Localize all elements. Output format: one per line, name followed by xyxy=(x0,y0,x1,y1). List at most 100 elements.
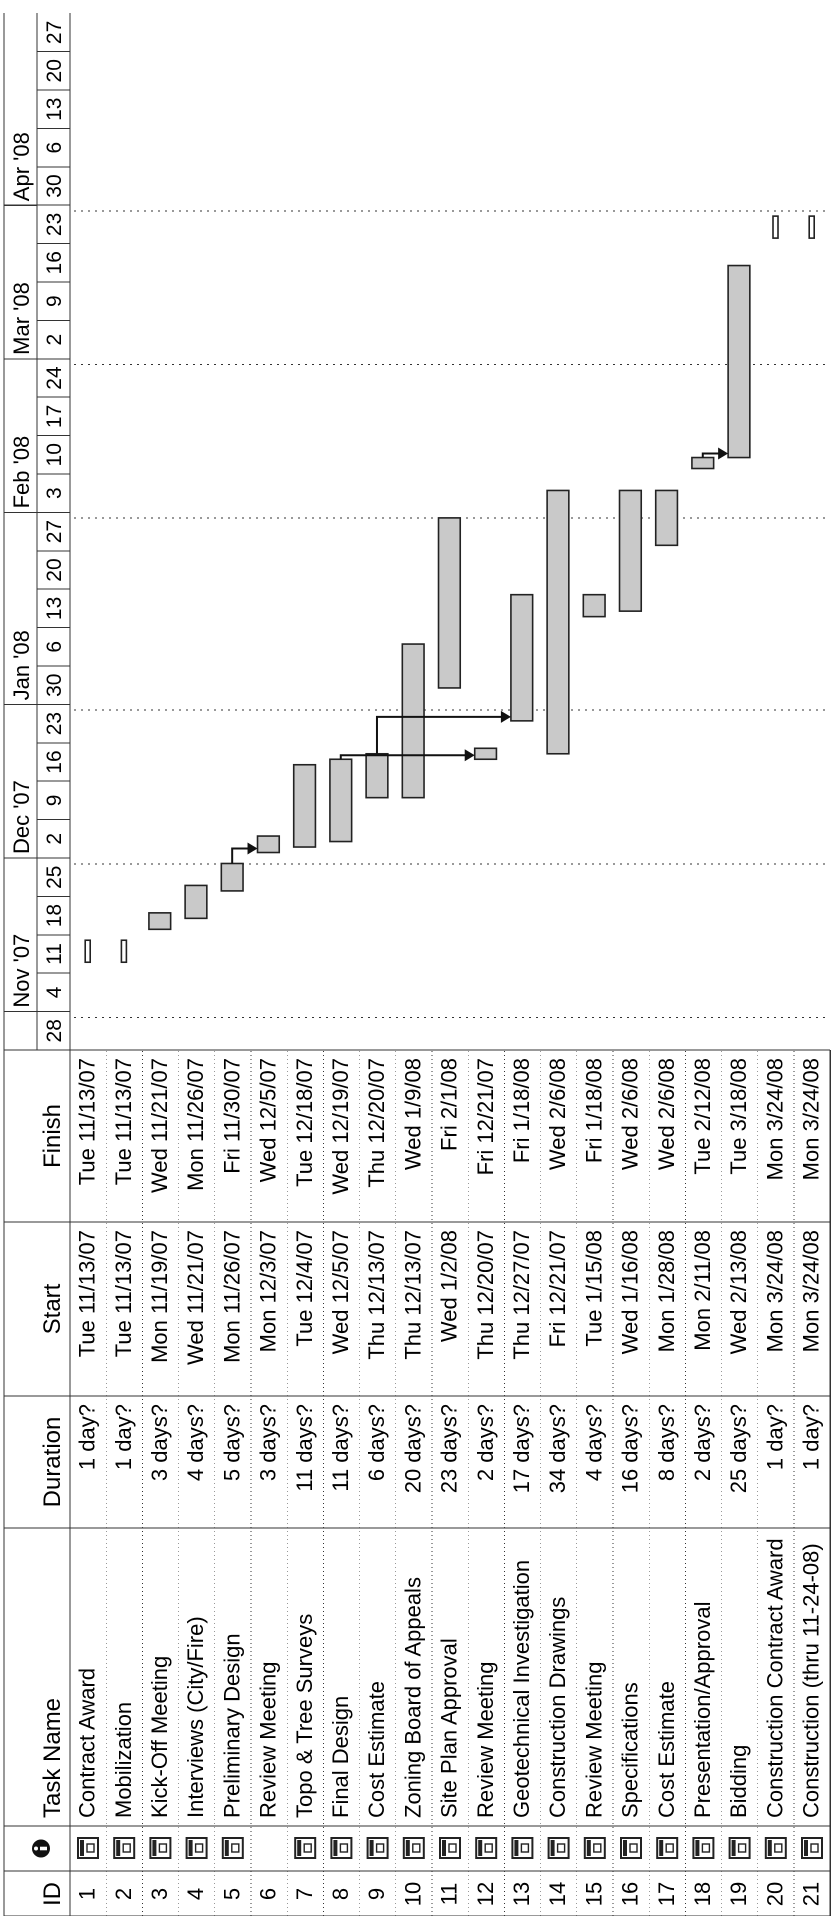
task-finish: Tue 3/18/08 xyxy=(726,1058,751,1175)
task-duration: 17 days? xyxy=(509,1404,534,1493)
table-row: 9 Cost Estimate 6 days? Thu 12/13/07 Thu 12/… xyxy=(364,1058,389,1900)
timeline-week-label: 20 xyxy=(43,558,66,581)
task-name: Contract Award xyxy=(75,1668,100,1818)
task-id: 17 xyxy=(654,1882,679,1906)
task-id: 8 xyxy=(328,1888,353,1900)
task-duration: 1 day? xyxy=(799,1404,824,1470)
task-finish: Wed 12/19/07 xyxy=(328,1058,353,1195)
task-start: Wed 1/16/08 xyxy=(618,1230,643,1354)
gantt-bar xyxy=(329,758,353,843)
task-name: Mobilization xyxy=(111,1702,136,1818)
timeline-week-label: 16 xyxy=(43,750,66,773)
task-name: Bidding xyxy=(726,1745,751,1818)
header-id: ID xyxy=(39,1882,66,1906)
task-duration: 20 days? xyxy=(400,1404,425,1493)
task-start: Thu 12/20/07 xyxy=(473,1230,498,1360)
gantt-bar xyxy=(727,264,751,459)
task-start: Wed 1/2/08 xyxy=(437,1230,462,1342)
task-duration: 3 days? xyxy=(256,1404,281,1481)
task-id: 12 xyxy=(473,1882,498,1906)
calendar-task-icon xyxy=(692,1837,715,1859)
gantt-bar xyxy=(510,593,534,722)
table-row: 3 Kick-Off Meeting 3 days? Mon 11/19/07 Wed … xyxy=(147,1058,172,1900)
task-id: 11 xyxy=(437,1883,462,1906)
calendar-task-icon xyxy=(149,1837,172,1859)
table-row: 14 Construction Drawings 34 days? Fri 12/21… xyxy=(545,1058,570,1906)
task-finish: Wed 2/6/08 xyxy=(618,1058,643,1170)
timeline-week-label: 18 xyxy=(43,904,66,927)
task-duration: 3 days? xyxy=(147,1404,172,1481)
task-duration: 6 days? xyxy=(364,1404,389,1481)
timeline-month-label: Dec '07 xyxy=(9,780,34,854)
task-name: Review Meeting xyxy=(581,1661,606,1818)
task-name: Presentation/Approval xyxy=(690,1602,715,1818)
header-task-name: Task Name xyxy=(39,1698,66,1818)
table-row: 16 Specifications 16 days? Wed 1/16/08 Wed 2… xyxy=(618,1058,643,1906)
task-name: Review Meeting xyxy=(256,1661,281,1818)
gantt-bar xyxy=(401,643,425,799)
timeline-week-label: 16 xyxy=(43,251,66,274)
timeline-week-label: 30 xyxy=(43,174,66,197)
dependency-link xyxy=(339,754,469,760)
task-start: Mon 12/3/07 xyxy=(256,1230,281,1352)
table-row: 18 Presentation/Approval 2 days? Mon 2/11/0… xyxy=(690,1058,715,1906)
task-id: 7 xyxy=(292,1888,317,1900)
timeline-week-label: 9 xyxy=(43,295,66,307)
timeline-week-label: 2 xyxy=(43,334,66,346)
task-name: Site Plan Approval xyxy=(437,1638,462,1818)
timeline-week-label: 24 xyxy=(43,366,66,390)
table-row: 7 Topo & Tree Surveys 11 days? Tue 12/4/07 T… xyxy=(292,1058,317,1900)
task-id: 21 xyxy=(799,1882,824,1906)
calendar-task-icon xyxy=(294,1837,317,1859)
task-start: Mon 3/24/08 xyxy=(762,1230,787,1352)
calendar-task-icon xyxy=(475,1837,498,1859)
timeline-week-label: 4 xyxy=(43,986,66,998)
task-duration: 16 days? xyxy=(618,1404,643,1493)
task-start: Tue 1/15/08 xyxy=(581,1230,606,1347)
task-finish: Wed 2/6/08 xyxy=(654,1058,679,1170)
task-name: Review Meeting xyxy=(473,1661,498,1818)
task-id: 13 xyxy=(509,1882,534,1906)
gantt-bar xyxy=(256,835,281,854)
timeline-month-label: Nov '07 xyxy=(9,934,34,1008)
timeline-week-label: 30 xyxy=(43,674,66,697)
task-id: 19 xyxy=(726,1882,751,1906)
table-row: 19 Bidding 25 days? Wed 2/13/08 Tue 3/18/08 xyxy=(726,1058,751,1906)
dependency-link xyxy=(375,715,505,754)
header-duration: Duration xyxy=(39,1417,66,1508)
task-finish: Wed 11/21/07 xyxy=(147,1058,172,1193)
task-id: 14 xyxy=(545,1882,570,1906)
task-start: Fri 12/21/07 xyxy=(545,1230,570,1347)
task-duration: 25 days? xyxy=(726,1404,751,1493)
timeline-week-label: 10 xyxy=(43,443,66,466)
task-id: 16 xyxy=(618,1882,643,1906)
task-start: Wed 12/5/07 xyxy=(328,1230,353,1354)
calendar-task-icon xyxy=(656,1837,679,1859)
task-name: Specifications xyxy=(618,1682,643,1818)
task-finish: Fri 2/1/08 xyxy=(437,1058,462,1151)
task-start: Thu 12/27/07 xyxy=(509,1230,534,1360)
task-name: Interviews (City/Fire) xyxy=(183,1616,208,1818)
dependency-link xyxy=(701,452,723,458)
calendar-task-icon xyxy=(402,1837,425,1859)
timeline-week-label: 23 xyxy=(43,712,66,735)
table-row: 12 Review Meeting 2 days? Thu 12/20/07 Fri 1… xyxy=(473,1058,498,1906)
gantt-bar xyxy=(437,517,462,689)
calendar-task-icon xyxy=(330,1837,353,1859)
timeline-month-label: Feb '08 xyxy=(9,436,34,509)
table-row: 13 Geotechnical Investigation 17 days? Thu … xyxy=(509,1058,534,1906)
task-finish: Tue 11/13/07 xyxy=(111,1058,136,1185)
task-start: Tue 12/4/07 xyxy=(292,1230,317,1347)
calendar-task-icon xyxy=(77,1837,99,1859)
calendar-task-icon xyxy=(366,1837,389,1859)
task-start: Mon 11/26/07 xyxy=(219,1230,244,1363)
task-duration: 2 days? xyxy=(690,1404,715,1481)
gantt-bar xyxy=(220,862,244,892)
gantt-bar xyxy=(654,489,679,547)
gantt-bar xyxy=(546,489,570,755)
task-duration: 11 days? xyxy=(292,1404,317,1492)
table-row: 4 Interviews (City/Fire) 4 days? Wed 11/21/… xyxy=(183,1058,208,1900)
task-id: 2 xyxy=(111,1888,136,1900)
gantt-bar xyxy=(808,215,816,239)
